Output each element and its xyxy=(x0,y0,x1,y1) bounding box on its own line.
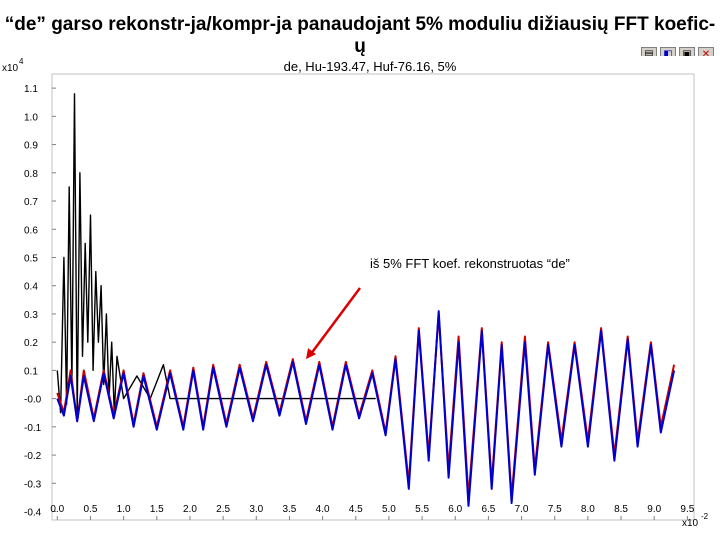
y-tick-label: 0.6 xyxy=(24,225,38,236)
y-axis-ticks: 1.1 1.0 0.9 0.8 0.7 0.6 0.5 0.4 0.3 0.2 0.1 -0.0 -0.… xyxy=(24,84,56,519)
x-tick-label: 5.5 xyxy=(415,504,429,515)
x-tick-label: 1.0 xyxy=(117,504,131,515)
chart-title: de, Hu-193.47, Huf-76.16, 5% xyxy=(284,59,457,74)
x-exponent: -2 xyxy=(701,512,709,521)
y-tick-label: 0.4 xyxy=(24,282,38,293)
slide-title: “de” garso rekonstr-ja/kompr-ja panaudoj… xyxy=(4,14,716,57)
close-icon: ✕ xyxy=(701,49,711,60)
y-tick-label: 0.1 xyxy=(24,366,38,377)
y-tick-label: -0.0 xyxy=(24,395,42,406)
x-tick-label: 8.5 xyxy=(614,504,628,515)
x-tick-label: 7.0 xyxy=(515,504,529,515)
save-icon: ▤ xyxy=(644,49,654,60)
y-tick-label: 0.5 xyxy=(24,253,38,264)
annotation-arrow-head xyxy=(306,348,317,360)
x-tick-label: 2.0 xyxy=(183,504,197,515)
x-tick-label: 3.5 xyxy=(282,504,296,515)
series-lines xyxy=(56,93,676,507)
x-exponent-label: x10 xyxy=(682,518,699,529)
y-tick-label: -0.4 xyxy=(24,508,42,519)
x-tick-label: 8.0 xyxy=(581,504,595,515)
y-tick-label: -0.3 xyxy=(24,479,42,490)
annotation-arrow-shaft xyxy=(309,287,362,356)
y-tick-label: 0.3 xyxy=(24,310,38,321)
x-tick-label: 4.5 xyxy=(349,504,363,515)
y-tick-label: 0.8 xyxy=(24,169,38,180)
y-tick-label: 0.7 xyxy=(24,197,38,208)
x-tick-label: 0.5 xyxy=(84,504,98,515)
y-exponent-label: x10 xyxy=(2,63,19,74)
x-tick-label: 2.5 xyxy=(216,504,230,515)
x-tick-label: 0.0 xyxy=(50,504,64,515)
series-line-3 xyxy=(56,310,676,507)
y-exponent: 4 xyxy=(19,57,24,66)
x-tick-label: 5.0 xyxy=(382,504,396,515)
x-tick-label: 1.5 xyxy=(150,504,164,515)
x-tick-label: 9.0 xyxy=(647,504,661,515)
y-tick-label: -0.2 xyxy=(24,451,42,462)
x-axis-ticks: 0.0 0.5 1.0 1.5 2.0 2.5 3.0 3.5 4.0 4.5 5.0 5.5 6.0 6… xyxy=(50,504,695,520)
y-tick-label: 0.2 xyxy=(24,338,38,349)
navigate-icon: ◧ xyxy=(663,49,673,60)
annotation: iš 5% FFT koef. rekonstruotas “de” xyxy=(306,256,570,360)
x-tick-label: 4.0 xyxy=(316,504,330,515)
y-tick-label: 0.9 xyxy=(24,141,38,152)
annotation-text: iš 5% FFT koef. rekonstruotas “de” xyxy=(370,256,570,271)
x-tick-label: 6.0 xyxy=(448,504,462,515)
y-tick-label: -0.1 xyxy=(24,423,42,434)
zoom-icon: ▣ xyxy=(682,49,692,60)
plot-area xyxy=(51,73,695,521)
y-tick-label: 1.0 xyxy=(24,112,38,123)
x-tick-label: 6.5 xyxy=(481,504,495,515)
y-tick-label: 1.1 xyxy=(24,84,38,95)
x-tick-label: 3.0 xyxy=(249,504,263,515)
x-tick-label: 7.5 xyxy=(548,504,562,515)
x-tick-label: 9.5 xyxy=(680,504,694,515)
fft-reconstruction-chart: de, Hu-193.47, Huf-76.16, 5% x10 4 x10 -… xyxy=(0,56,720,540)
